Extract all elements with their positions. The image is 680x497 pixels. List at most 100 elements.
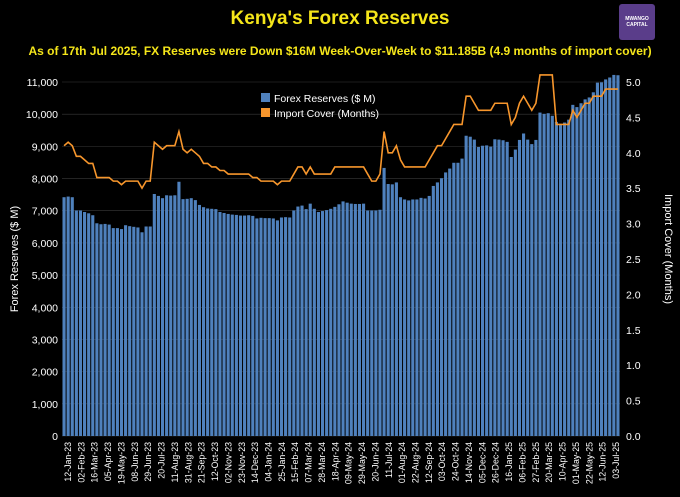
- bar: [320, 211, 325, 436]
- x-tick-label: 20-Jun-24: [370, 442, 380, 482]
- y-left-tick-label: 10,000: [26, 109, 58, 121]
- legend-swatch-reserves: [261, 93, 270, 102]
- x-tick-label: 12-Oct-23: [210, 442, 220, 481]
- bar: [267, 218, 271, 436]
- bar: [238, 215, 243, 436]
- bar: [222, 212, 226, 436]
- bar: [513, 149, 517, 436]
- x-tick-label: 18-Apr-24: [330, 442, 340, 481]
- bar: [115, 228, 119, 436]
- bar: [128, 226, 132, 436]
- x-tick-label: 05-Apr-23: [103, 442, 113, 481]
- bar: [485, 145, 489, 436]
- logo-text-line1: MWANGO: [625, 16, 649, 22]
- bar: [312, 208, 316, 436]
- bar: [415, 199, 419, 436]
- x-tick-label: 20-Mar-25: [544, 442, 554, 483]
- x-tick-label: 01-May-25: [571, 442, 581, 484]
- bar: [107, 224, 111, 436]
- bar: [341, 201, 345, 436]
- x-tick-label: 10-Apr-25: [558, 442, 568, 481]
- bar: [444, 172, 448, 436]
- bar: [189, 198, 193, 436]
- y-left-tick-label: 1,000: [32, 399, 58, 411]
- x-tick-label: 24-Oct-24: [451, 442, 461, 481]
- bar: [83, 212, 87, 436]
- bar: [439, 178, 444, 436]
- bar: [362, 203, 366, 436]
- legend-swatch-import-cover: [261, 108, 270, 117]
- y-right-tick-label: 5.0: [626, 77, 641, 89]
- legend-label-reserves: Forex Reserves ($ M): [274, 93, 376, 105]
- import-cover-line: [63, 74, 618, 190]
- x-tick-label: 08-Jun-23: [130, 442, 140, 482]
- x-tick-label: 03-Oct-24: [437, 442, 447, 481]
- bar: [230, 214, 234, 436]
- bar: [206, 208, 210, 436]
- x-tick-label: 02-Feb-23: [76, 442, 86, 483]
- bar: [538, 112, 542, 436]
- bar: [201, 207, 206, 436]
- y-left-tick-label: 0: [52, 431, 58, 443]
- bar: [505, 141, 509, 436]
- x-tick-label: 11-Aug-23: [170, 442, 180, 483]
- bar: [407, 200, 411, 436]
- y-left-tick-label: 2,000: [32, 367, 58, 379]
- bar: [374, 210, 378, 436]
- bar: [263, 218, 267, 436]
- bar: [563, 122, 567, 437]
- bar: [526, 139, 530, 436]
- bar: [591, 92, 595, 436]
- legend-label-import-cover: Import Cover (Months): [274, 108, 379, 120]
- x-tick-label: 11-Jul-24: [384, 442, 394, 478]
- bar: [517, 139, 522, 436]
- x-tick-label: 29-Jun-23: [143, 442, 153, 482]
- bar: [349, 203, 353, 436]
- chart-title: Kenya's Forex Reserves: [230, 8, 450, 29]
- y-left-tick-label: 11,000: [27, 77, 58, 89]
- x-tick-label: 26-Dec-24: [491, 442, 501, 483]
- y-left-tick-label: 3,000: [32, 334, 58, 346]
- bar: [345, 202, 349, 436]
- bar: [173, 195, 177, 436]
- bar: [304, 209, 308, 436]
- bar: [144, 226, 148, 436]
- bar: [193, 200, 197, 436]
- chart-subtitle: As of 17th Jul 2025, FX Reserves were Do…: [28, 44, 652, 58]
- bar: [132, 226, 136, 436]
- x-tick-label: 03-Jul-25: [611, 442, 621, 479]
- bar: [542, 113, 546, 437]
- bar: [419, 197, 423, 436]
- x-tick-label: 09-May-24: [344, 442, 354, 484]
- y-right-tick-label: 0.5: [626, 396, 641, 408]
- bar: [325, 210, 329, 436]
- x-tick-label: 14-Dec-23: [250, 442, 260, 483]
- bar: [119, 229, 124, 436]
- x-tick-label: 12-Sep-24: [424, 442, 434, 483]
- bar: [575, 107, 579, 437]
- bar: [427, 195, 431, 436]
- bar: [165, 195, 169, 436]
- bar: [152, 193, 156, 436]
- bar: [210, 208, 214, 436]
- bar: [571, 104, 575, 436]
- bar: [62, 197, 66, 436]
- x-tick-label: 16-Jan-25: [504, 442, 514, 482]
- bar: [284, 217, 288, 436]
- bar: [595, 82, 599, 436]
- y-left-axis-title: Forex Reserves ($ M): [9, 206, 21, 312]
- bar: [185, 198, 189, 436]
- bar: [275, 220, 279, 436]
- bar: [160, 198, 165, 436]
- bar: [87, 213, 91, 436]
- x-tick-label: 31-Aug-23: [183, 442, 193, 483]
- bar: [583, 99, 587, 437]
- bar: [197, 204, 202, 436]
- y-right-tick-label: 3.5: [626, 183, 641, 195]
- bar: [464, 135, 468, 436]
- x-tick-label: 06-Feb-25: [517, 442, 527, 483]
- bar: [136, 227, 140, 436]
- bar: [111, 228, 115, 436]
- x-tick-label: 12-Jan-23: [63, 442, 73, 482]
- bar: [390, 184, 394, 436]
